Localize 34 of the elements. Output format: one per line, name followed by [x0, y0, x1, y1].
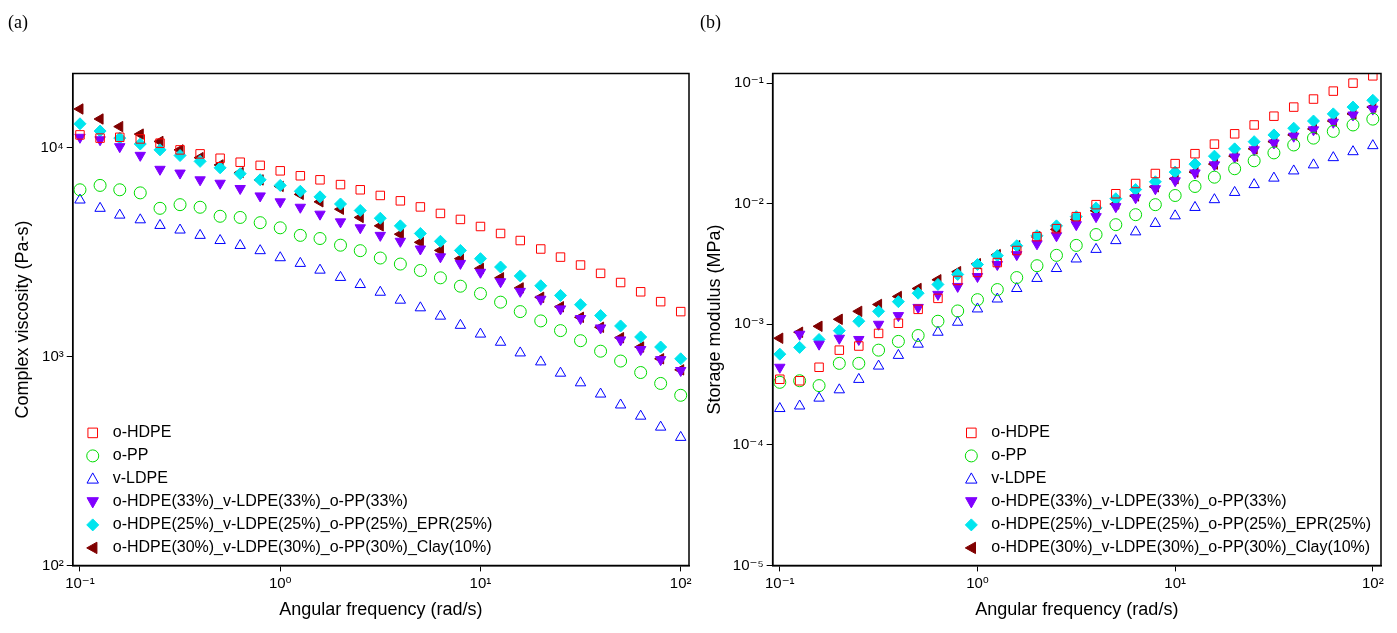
y-tick-label: 10⁻² [734, 193, 764, 211]
x-tick-label: 10¹ [1164, 573, 1186, 591]
y-tick-label: 10³ [42, 346, 64, 364]
x-tick-label: 10⁻¹ [765, 573, 795, 591]
y-tick-label: 10⁻⁵ [732, 555, 764, 573]
legend-label: o-HDPE(33%)_v-LDPE(33%)_o-PP(33%) [112, 492, 408, 511]
legend-label: o-HDPE [112, 423, 172, 441]
x-tick-label: 10¹ [469, 573, 492, 591]
legend-label: v-LDPE [991, 469, 1047, 487]
x-axis-title: Angular frequency (rad/s) [279, 599, 483, 620]
y-tick-label: 10⁻¹ [734, 73, 764, 91]
legend-label: o-HDPE(25%)_v-LDPE(25%)_o-PP(25%)_EPR(25%) [112, 515, 493, 534]
x-tick-label: 10⁻¹ [65, 573, 95, 591]
chart-title: (a) [8, 11, 28, 33]
y-tick-label: 10⁻³ [734, 314, 764, 332]
chart-title: (b) [700, 11, 721, 33]
legend-label: o-HDPE(30%)_v-LDPE(30%)_o-PP(30%)_Clay(10%) [991, 538, 1371, 557]
x-tick-label: 10² [1361, 573, 1384, 591]
legend-label: o-PP [991, 446, 1027, 464]
y-axis-title: Complex viscosity (Pa-s) [11, 220, 32, 419]
y-tick-label: 10² [42, 555, 64, 573]
legend-label: o-HDPE(33%)_v-LDPE(33%)_o-PP(33%) [991, 492, 1287, 511]
x-tick-label: 10⁰ [966, 573, 989, 591]
y-axis-title: Storage modulus (MPa) [703, 224, 724, 415]
legend-label: o-HDPE [991, 423, 1050, 441]
legend-label: o-HDPE(30%)_v-LDPE(30%)_o-PP(30%)_Clay(10%) [112, 538, 492, 557]
x-tick-label: 10² [669, 573, 692, 591]
legend-label: o-HDPE(25%)_v-LDPE(25%)_o-PP(25%)_EPR(25%) [991, 515, 1371, 534]
legend-label: v-LDPE [112, 469, 168, 487]
y-tick-label: 10⁻⁴ [732, 434, 764, 452]
legend-label: o-PP [112, 446, 149, 464]
x-tick-label: 10⁰ [268, 573, 292, 591]
x-axis-title: Angular frequency (rad/s) [975, 599, 1179, 620]
y-tick-label: 10⁴ [40, 137, 64, 155]
